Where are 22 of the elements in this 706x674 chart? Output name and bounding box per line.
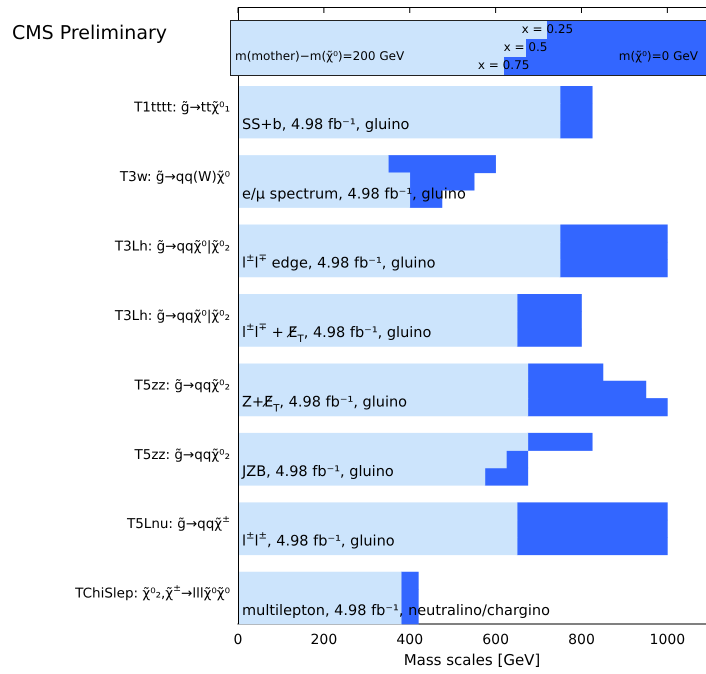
x-tick-label: 600 — [482, 632, 509, 648]
series-label: m(mother)−m(χ̃⁰)=200 GeV — [235, 49, 404, 63]
chart-title: CMS Preliminary — [12, 22, 168, 44]
x-axis-title: Mass scales [GeV] — [404, 650, 540, 669]
annotation: l±l∓ edge, 4.98 fb⁻¹, gluino — [242, 252, 436, 272]
bar — [527, 432, 593, 451]
x-tick-label: 0 — [234, 632, 242, 648]
x-tick-label: 400 — [396, 632, 424, 648]
y-tick-label: T3w: g̃→qq(W)χ̃⁰ — [118, 168, 230, 185]
x-tick-label: 1000 — [650, 632, 686, 648]
annotation: SS+b, 4.98 fb⁻¹, gluino — [242, 116, 410, 133]
annotation: JZB, 4.98 fb⁻¹, gluino — [241, 464, 394, 480]
y-tick-label: TChiSlep: χ̃⁰₂,χ̃±→lllχ̃⁰χ̃⁰ — [74, 583, 230, 602]
y-tick-label: T3Lh: g̃→qqχ̃⁰|χ̃⁰₂ — [114, 308, 230, 324]
y-tick-label: T5zz: g̃→qqχ̃⁰₂ — [134, 446, 230, 463]
y-tick-label: T1tttt: g̃→ttχ̃⁰₁ — [133, 100, 230, 116]
x-tick-label: 800 — [568, 632, 595, 648]
y-tick-label: T5zz: g̃→qqχ̃⁰₂ — [134, 377, 230, 394]
x-tick-label: 200 — [310, 632, 338, 648]
y-tick-label: T3Lh: g̃→qqχ̃⁰|χ̃⁰₂ — [114, 238, 230, 254]
y-tick-label: T5Lnu: g̃→qqχ̃± — [126, 514, 230, 532]
annotation: l±l±, 4.98 fb⁻¹, gluino — [242, 530, 395, 550]
